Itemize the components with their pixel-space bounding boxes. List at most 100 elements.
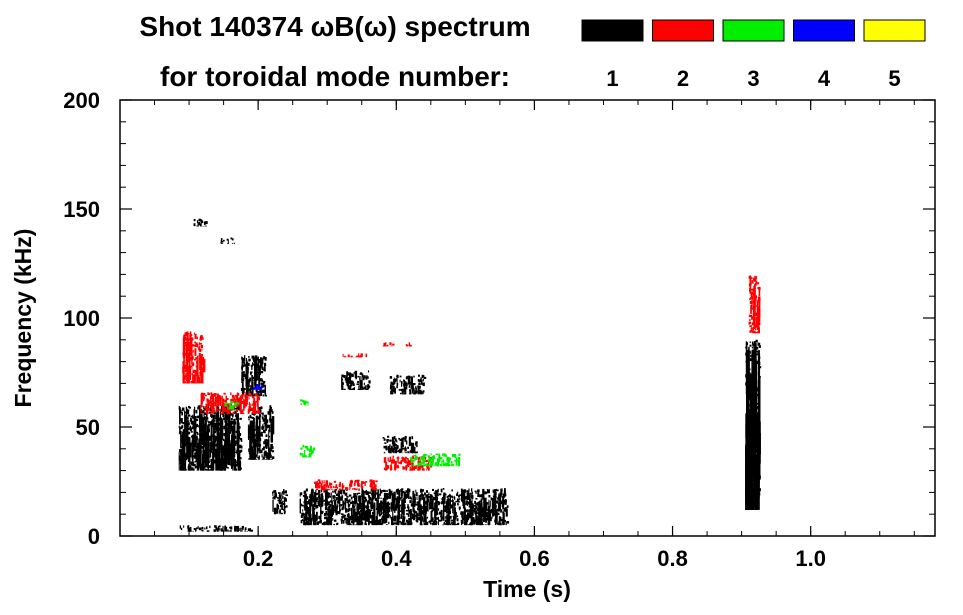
spectrum-point — [226, 398, 229, 400]
spectrum-point — [416, 390, 419, 393]
spectrum-point — [417, 468, 419, 471]
spectrum-point — [755, 508, 758, 510]
spectrum-point — [407, 488, 410, 499]
spectrum-point — [754, 487, 757, 491]
spectrum-point — [368, 496, 372, 501]
spectrum-point — [203, 221, 206, 225]
spectrum-point — [370, 509, 373, 511]
spectrum-point — [204, 412, 207, 416]
spectrum-point — [207, 406, 210, 409]
spectrum-point — [212, 417, 215, 427]
spectrum-point — [754, 284, 756, 287]
spectrum-point — [203, 409, 205, 413]
spectrum-point — [246, 398, 249, 402]
spectrum-point — [402, 445, 404, 447]
spectrum-point — [402, 466, 404, 470]
spectrum-point — [451, 489, 453, 492]
spectrum-point — [208, 465, 212, 469]
spectrum-point — [197, 432, 199, 436]
spectrum-point — [751, 341, 754, 345]
spectrum-point — [256, 395, 259, 407]
spectrum-point — [755, 331, 758, 334]
spectrum-point — [747, 460, 750, 463]
spectrum-point — [185, 372, 187, 376]
spectrum-point — [307, 508, 310, 513]
spectrum-point — [232, 468, 234, 471]
spectrum-point — [495, 504, 497, 508]
spectrum-point — [404, 436, 407, 441]
spectrum-point — [234, 440, 237, 443]
spectrum-point — [417, 501, 419, 510]
spectrum-point — [204, 437, 206, 440]
spectrum-point — [399, 497, 402, 500]
spectrum-point — [446, 495, 448, 498]
spectrum-point — [334, 490, 337, 493]
spectrum-point — [486, 491, 489, 494]
spectrum-point — [423, 509, 426, 511]
spectrum-point — [755, 402, 757, 406]
spectrum-point — [261, 448, 263, 451]
spectrum-point — [758, 422, 760, 494]
spectrum-point — [308, 512, 310, 516]
spectrum-point — [335, 506, 338, 516]
spectrum-point — [219, 395, 222, 406]
mode-1-feature — [193, 218, 208, 227]
spectrum-point — [323, 499, 327, 502]
spectrum-point — [187, 437, 191, 462]
spectrum-point — [258, 385, 260, 388]
spectrum-point — [350, 381, 352, 387]
spectrum-point — [399, 508, 400, 511]
spectrum-point — [230, 237, 233, 240]
spectrum-point — [179, 525, 181, 529]
legend-label-4: 4 — [818, 66, 831, 91]
spectrum-point — [755, 432, 757, 435]
spectrum-point — [377, 490, 379, 493]
spectrum-point — [275, 508, 279, 512]
spectrum-point — [442, 488, 445, 490]
spectrum-point — [377, 495, 380, 497]
spectrum-point — [407, 509, 409, 512]
spectrum-point — [372, 491, 375, 496]
spectrum-point — [236, 403, 239, 408]
spectrum-point — [400, 521, 403, 525]
spectrum-point — [317, 492, 319, 495]
spectrum-point — [500, 491, 503, 495]
mode-1-feature — [341, 370, 371, 390]
spectrum-point — [375, 484, 377, 488]
spectrum-point — [189, 425, 192, 429]
spectrum-point — [449, 494, 451, 507]
spectrum-point — [329, 504, 331, 507]
spectrum-point — [751, 357, 754, 360]
spectrum-point — [184, 344, 186, 347]
spectrum-point — [249, 390, 251, 393]
spectrum-point — [485, 524, 487, 526]
spectrum-point — [318, 485, 321, 489]
spectrum-point — [241, 356, 243, 372]
spectrum-point — [344, 517, 347, 521]
spectrum-point — [443, 521, 446, 525]
legend-label-3: 3 — [747, 66, 759, 91]
spectrum-point — [752, 393, 754, 395]
spectrum-point — [336, 506, 338, 510]
spectrum-point — [396, 491, 399, 493]
spectrum-point — [334, 492, 337, 494]
spectrum-point — [234, 421, 237, 425]
spectrum-point — [324, 484, 327, 487]
mode-3-feature — [410, 453, 461, 467]
spectrum-point — [282, 500, 284, 503]
spectrum-point — [226, 457, 229, 459]
spectrum-point — [443, 453, 446, 457]
spectrum-point — [445, 454, 447, 457]
spectrum-point — [201, 354, 204, 357]
spectrum-point — [218, 458, 221, 462]
spectrum-point — [757, 343, 759, 346]
spectrum-point — [365, 509, 368, 520]
spectrum-point — [388, 447, 391, 450]
spectrum-point — [305, 502, 308, 521]
spectrum-point — [370, 489, 372, 491]
spectrum-point — [393, 446, 396, 450]
spectrum-point — [325, 485, 328, 488]
spectrum-point — [200, 449, 202, 453]
spectrum-point — [178, 451, 180, 471]
spectrum-point — [362, 387, 364, 390]
